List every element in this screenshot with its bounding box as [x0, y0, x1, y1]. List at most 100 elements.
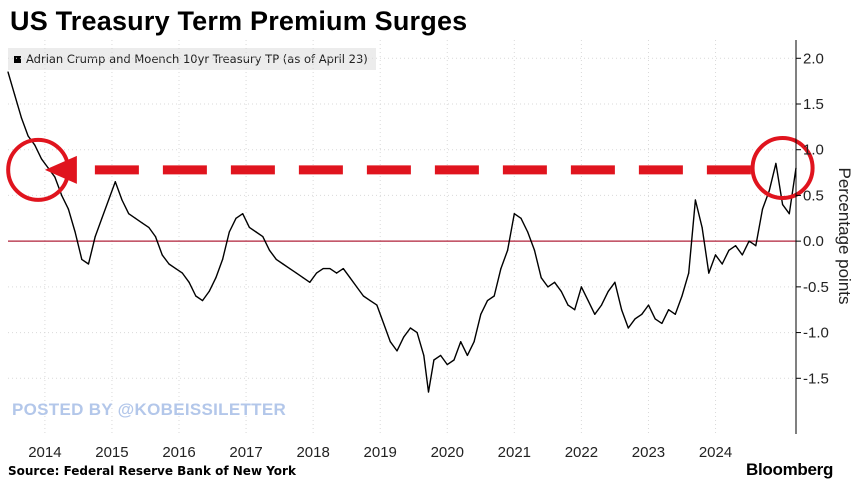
data-point: [473, 341, 475, 343]
data-point: [647, 304, 650, 306]
data-point: [195, 295, 197, 297]
data-point: [61, 194, 63, 197]
series-layer: [7, 71, 797, 393]
data-point: [741, 254, 743, 256]
data-point: [114, 181, 116, 183]
data-point: [567, 304, 569, 306]
data-point: [295, 272, 297, 274]
data-point: [761, 208, 764, 210]
data-point: [701, 226, 703, 229]
data-point: [607, 290, 609, 293]
data-point: [228, 231, 230, 233]
data-point: [547, 286, 549, 288]
y-tick-label: 0.5: [803, 187, 824, 204]
data-point: [215, 277, 217, 279]
y-tick-label: -0.5: [803, 279, 829, 296]
data-point: [282, 263, 284, 265]
data-point: [329, 267, 331, 270]
data-point: [175, 267, 177, 270]
data-point: [466, 354, 468, 357]
x-tick-label: 2019: [364, 444, 397, 461]
highlight-circle: [750, 136, 815, 200]
legend-swatch: [14, 55, 21, 63]
data-point: [101, 217, 103, 219]
data-point: [40, 158, 43, 160]
data-point: [768, 190, 770, 192]
data-point: [121, 199, 123, 201]
data-point: [336, 272, 338, 274]
data-point: [356, 286, 358, 288]
data-point: [600, 304, 603, 306]
data-point: [681, 295, 683, 297]
data-point: [289, 267, 291, 270]
data-point: [188, 281, 190, 283]
data-point: [427, 391, 430, 393]
data-point: [309, 281, 311, 283]
legend: Adrian Crump and Moench 10yr Treasury TP…: [8, 48, 376, 70]
data-point: [27, 135, 29, 137]
data-point: [735, 245, 737, 247]
data-point: [54, 176, 56, 178]
data-point: [621, 309, 623, 311]
data-point: [627, 327, 629, 329]
page-title: US Treasury Term Premium Surges: [10, 6, 468, 36]
data-point: [201, 299, 204, 302]
data-point: [34, 144, 36, 146]
data-point: [262, 235, 264, 238]
data-point: [396, 350, 398, 352]
data-point: [7, 71, 9, 73]
bloomberg-logo: Bloomberg: [746, 460, 834, 479]
data-point: [614, 281, 616, 283]
data-point: [714, 254, 717, 256]
data-point: [322, 267, 324, 270]
data-point: [416, 331, 418, 334]
data-point: [674, 313, 676, 315]
data-point: [486, 299, 489, 302]
x-tick-label: 2018: [296, 444, 329, 461]
data-point: [107, 199, 110, 201]
data-point: [721, 263, 723, 265]
data-point: [513, 213, 515, 215]
x-tick-label: 2022: [565, 444, 598, 461]
data-point: [268, 249, 271, 251]
data-point: [20, 117, 23, 119]
data-point: [349, 277, 351, 279]
data-point: [389, 341, 391, 343]
annotation-layer: [6, 136, 815, 202]
data-point: [87, 263, 90, 265]
data-point: [708, 272, 710, 274]
y-tick-label: 2.0: [803, 50, 824, 67]
x-tick-label: 2020: [431, 444, 464, 461]
data-point: [587, 299, 589, 302]
data-point: [242, 213, 244, 215]
data-point: [781, 203, 784, 206]
data-point: [409, 327, 411, 329]
highlight-circle: [6, 137, 71, 202]
x-tick-label: 2021: [498, 444, 531, 461]
y-axis-label: Percentage points: [835, 167, 854, 305]
data-point: [94, 235, 96, 238]
data-point: [154, 235, 157, 238]
data-point: [634, 318, 636, 320]
data-point: [168, 263, 170, 265]
data-point: [507, 249, 509, 251]
x-tick-label: 2016: [162, 444, 195, 461]
data-point: [74, 231, 76, 233]
data-point: [134, 217, 137, 219]
data-point: [755, 245, 757, 247]
data-point: [748, 240, 750, 242]
data-point: [533, 249, 536, 251]
data-point: [439, 354, 442, 357]
data-point: [527, 231, 529, 233]
data-point: [775, 162, 777, 165]
data-point: [14, 94, 16, 96]
data-point: [382, 322, 385, 325]
data-point: [493, 295, 495, 297]
data-point: [67, 208, 69, 210]
data-point: [688, 272, 690, 274]
data-point: [342, 267, 344, 270]
data-point: [81, 258, 83, 261]
data-point: [369, 299, 371, 302]
data-point: [161, 254, 163, 256]
